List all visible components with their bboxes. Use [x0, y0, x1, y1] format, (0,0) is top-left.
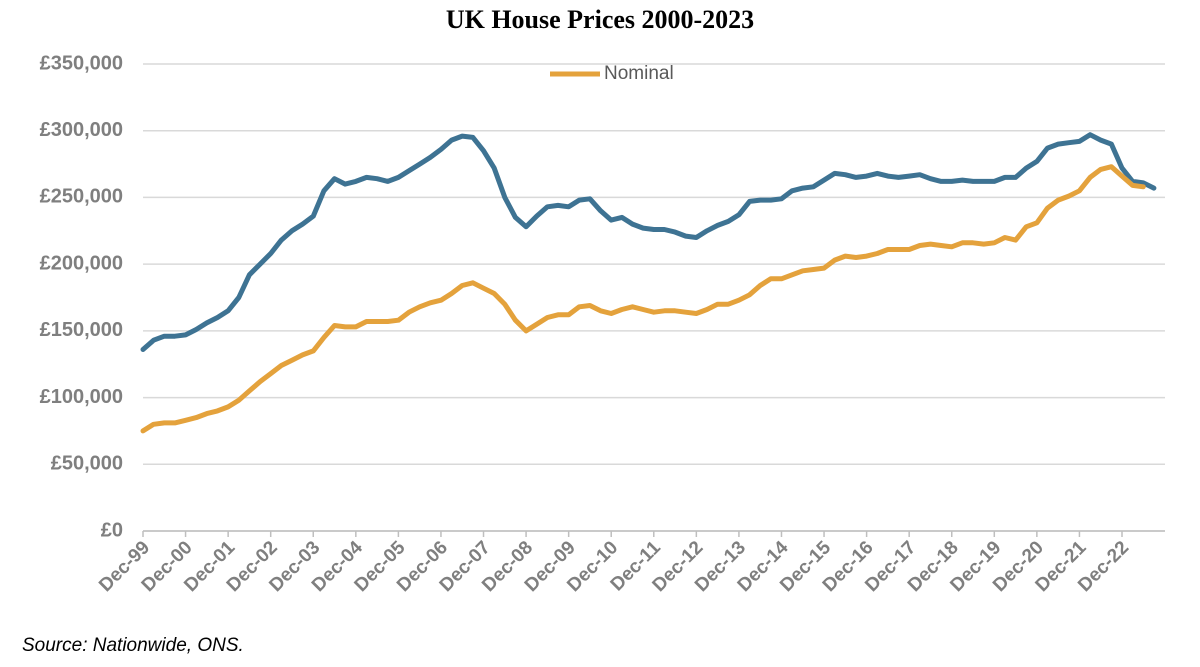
- y-tick-label: £300,000: [40, 119, 123, 141]
- y-tick-label: £50,000: [51, 453, 123, 475]
- chart-title: UK House Prices 2000-2023: [446, 5, 754, 34]
- y-tick-label: £150,000: [40, 319, 123, 341]
- y-tick-label: £250,000: [40, 186, 123, 208]
- y-tick-label: £0: [101, 519, 123, 541]
- y-tick-label: £350,000: [40, 52, 123, 74]
- y-tick-label: £100,000: [40, 386, 123, 408]
- y-tick-label: £200,000: [40, 252, 123, 274]
- line-series: [140, 164, 1146, 434]
- legend-label: Nominal: [604, 63, 674, 84]
- source-note: Source: Nationwide, ONS.: [22, 635, 244, 656]
- line-series: [140, 132, 1157, 352]
